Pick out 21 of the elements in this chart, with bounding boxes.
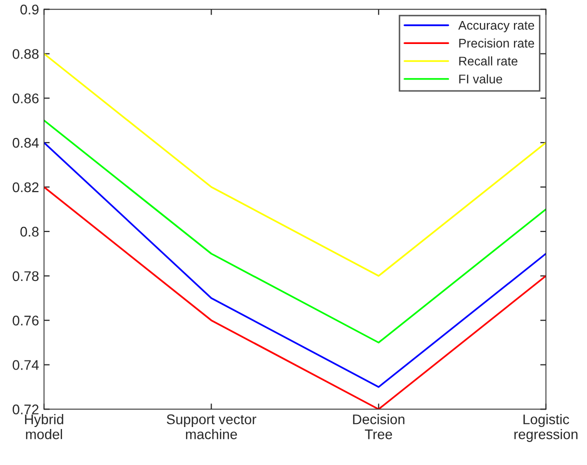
line-series bbox=[44, 52, 546, 277]
y-tick-label: 0.9 bbox=[20, 4, 39, 14]
legend-label: FI value bbox=[459, 74, 502, 84]
legend-label: Accuracy rate bbox=[458, 21, 534, 32]
legend-label: Precision rate bbox=[459, 38, 534, 48]
legend-label: Recall rate bbox=[459, 56, 518, 66]
y-tick-label: 0.82 bbox=[12, 182, 38, 192]
x-tick-label: Decision Tree bbox=[353, 414, 404, 440]
y-tick-label: 0.76 bbox=[12, 316, 39, 326]
line-series bbox=[44, 142, 546, 388]
y-tick-label: 0.74 bbox=[12, 360, 39, 370]
y-tick-label: 0.88 bbox=[12, 49, 39, 59]
y-tick-label: 0.8 bbox=[20, 226, 39, 237]
line-series bbox=[44, 120, 546, 344]
y-tick-label: 0.86 bbox=[12, 94, 39, 104]
x-tick-label: Logistic regression bbox=[514, 414, 578, 442]
x-tick-label: Support vector machine bbox=[166, 414, 256, 440]
x-tick-label: Hybrid model bbox=[25, 414, 64, 440]
y-tick-label: 0.72 bbox=[12, 404, 38, 414]
y-tick-label: 0.84 bbox=[12, 138, 39, 148]
y-tick-label: 0.78 bbox=[12, 271, 39, 282]
